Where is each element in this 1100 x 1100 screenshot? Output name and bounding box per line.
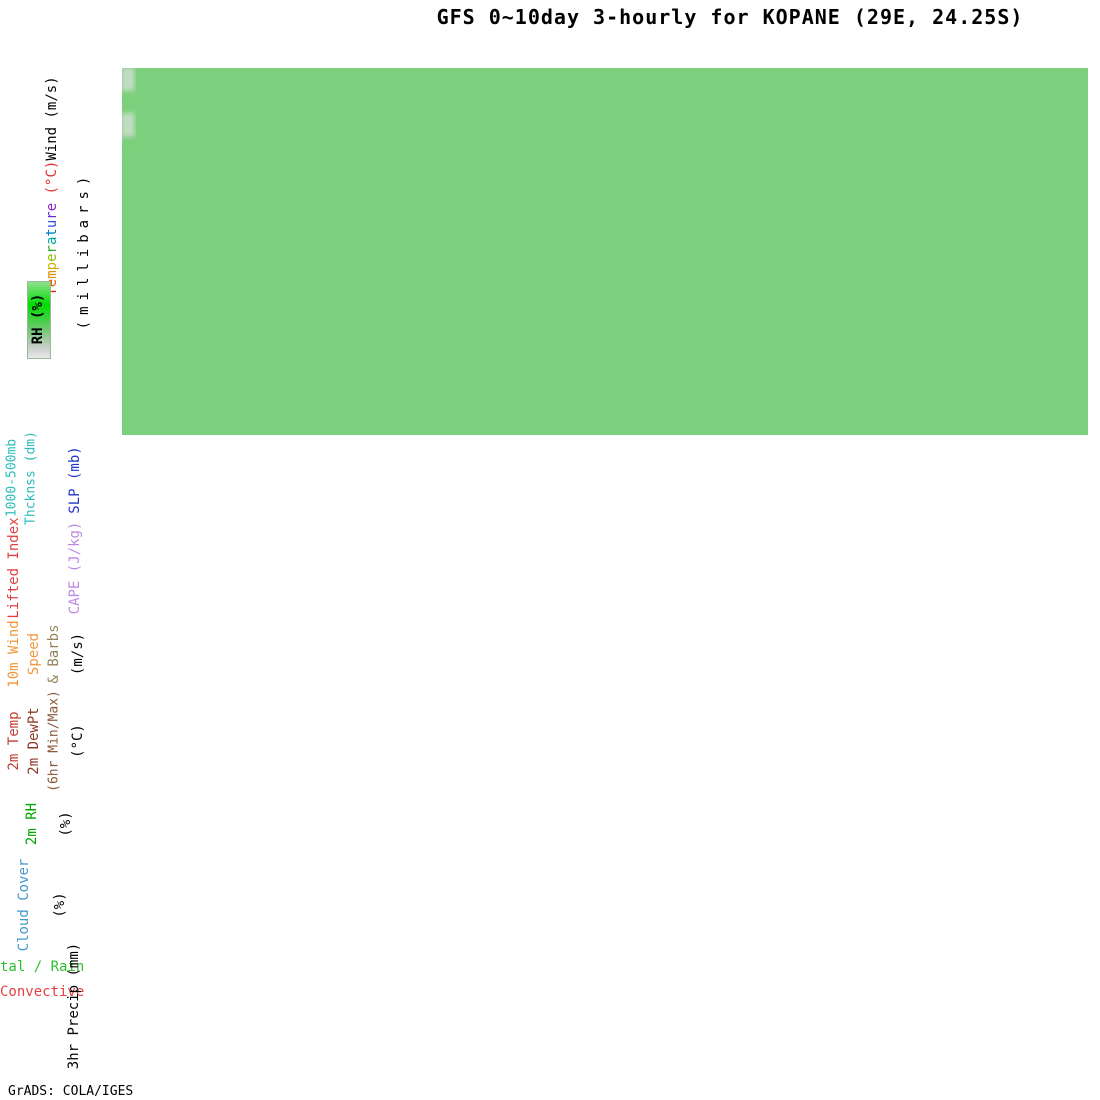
pressure-panel	[122, 68, 1088, 435]
cloud-unit-label: (%)	[52, 892, 68, 918]
temp2m-label: 2m Temp	[6, 711, 22, 771]
precip-conv-label: Convective	[0, 984, 85, 1000]
rh-legend-gradient	[27, 281, 51, 359]
rh-shading	[122, 68, 135, 161]
wind10m-label-4: (m/s)	[70, 632, 86, 676]
grads-credit: GrADS: COLA/IGES	[8, 1084, 134, 1099]
rh2m-label: 2m RH	[24, 802, 40, 846]
dewpt2m-label: 2m DewPt	[26, 707, 42, 775]
millibars-label: (millibars)	[76, 170, 92, 330]
cloud-cover-label: Cloud Cover	[16, 858, 32, 952]
thickness-label-1: 1000-500mb	[4, 438, 20, 518]
temp-unit-label: (°C)	[44, 160, 60, 203]
temp-unit-axis-label: (°C)	[70, 724, 86, 758]
lifted-index-label: Lifted Index	[6, 517, 22, 619]
wind10m-label-2: Speed	[26, 632, 42, 676]
thickness-label-2: Thcknss (dm)	[23, 431, 39, 525]
rh-legend-label: RH (%)	[30, 293, 46, 345]
wind-label: Wind (m/s)	[44, 76, 60, 161]
slp-label: SLP (mb)	[67, 446, 83, 514]
precip-axis-label: 3hr Precip (mm)	[66, 942, 82, 1070]
page-title: GFS 0~10day 3-hourly for KOPANE (29E, 24…	[436, 5, 1024, 29]
p1-temp-wind-label: Temperature (°C)Wind (m/s)	[44, 76, 60, 295]
cape-label: CAPE (J/kg)	[67, 521, 83, 615]
wind10m-label-1: 10m Wind	[6, 620, 22, 688]
wind10m-label-3: & Barbs	[46, 624, 62, 684]
precip-total-label: tal / Rain	[0, 959, 85, 975]
minmax-label: (6hr Min/Max)	[46, 690, 62, 792]
rh2m-unit-label: (%)	[58, 811, 74, 837]
